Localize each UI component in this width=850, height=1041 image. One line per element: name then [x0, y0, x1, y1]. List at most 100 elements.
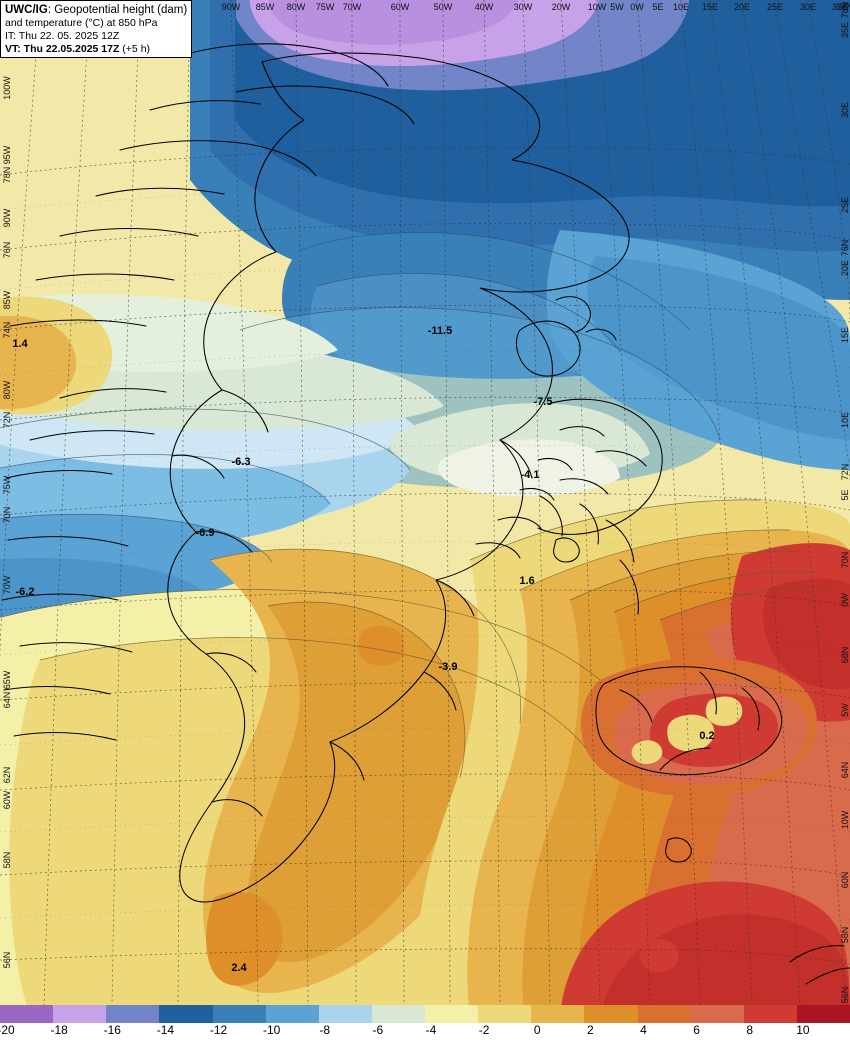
graticule-label-left: 64N [2, 691, 12, 709]
model-source-label: UWC/IG [5, 4, 48, 16]
temperature-value-label: 1.4 [12, 338, 28, 350]
colorbar-segment [159, 1005, 213, 1023]
graticule-label-top: 75W [315, 2, 335, 12]
graticule-label-right: 72N [840, 463, 850, 481]
graticule-label-top: 25E [766, 2, 784, 12]
temperature-value-label: -6.3 [231, 456, 251, 468]
map-canvas[interactable]: -11.5 -7.5 -4.1 -6.3 -6.9 -6.2 1.4 1.6 -3.9 0.2 2.… [0, 0, 850, 1005]
graticule-label-right: 70N [840, 551, 850, 569]
graticule-label-top: 60W [390, 2, 410, 12]
colorbar-segment [531, 1005, 585, 1023]
graticule-label-right: 56N [840, 986, 850, 1004]
graticule-label-right: 64N [840, 761, 850, 779]
graticule-label-top: 85W [255, 2, 275, 12]
colorbar-tick-label: 8 [746, 1023, 754, 1037]
graticule-label-right: 78N [840, 1, 850, 19]
temperature-field [0, 0, 850, 1005]
graticule-label-top: 35E [831, 2, 849, 12]
graticule-label-top: 15E [701, 2, 719, 12]
temperature-value-label: -6.9 [195, 527, 215, 539]
graticule-label-top: 0W [630, 2, 644, 12]
graticule-label-top: 78N [836, 2, 850, 12]
graticule-label-left: 90W [2, 208, 12, 228]
graticule-label-right: 0W [840, 593, 850, 607]
temperature-value-label: -6.2 [15, 586, 35, 598]
colorbar-segment [796, 1005, 850, 1023]
graticule-label-top: 10W [587, 2, 607, 12]
graticule-label-left: 65W [2, 670, 12, 690]
graticule-label-left: 56N [2, 951, 12, 969]
colorbar-tick-label: -18 [50, 1023, 68, 1037]
colorbar-tick-label: -2 [478, 1023, 490, 1037]
colorbar-segment [743, 1005, 797, 1023]
colorbar-tick-label: -12 [209, 1023, 228, 1037]
temperature-value-label: -11.5 [427, 325, 453, 337]
graticule-label-top: 20W [551, 2, 571, 12]
colorbar-tick-label: -4 [425, 1023, 437, 1037]
title-line-2: and temperature (°C) at 850 hPa [5, 17, 158, 30]
graticule-label-top: 80W [286, 2, 306, 12]
graticule-label-right: 58N [840, 926, 850, 944]
colorbar-tick-label: 6 [693, 1023, 700, 1037]
graticule-label-left: 78N [2, 166, 12, 184]
graticule-label-left: 70W [2, 575, 12, 595]
colorbar-tick-label: -10 [262, 1023, 281, 1037]
colorbar-segment [690, 1005, 744, 1023]
colorbar-tick-label: 10 [796, 1023, 810, 1037]
graticule-label-right: 15E [840, 326, 850, 344]
colorbar-segment [53, 1005, 107, 1023]
valid-time-label: VT: Thu 22.05.2025 17Z (+5 h) [5, 43, 187, 56]
temperature-value-label: 1.6 [519, 575, 535, 587]
graticule-label-right: 35E [840, 21, 850, 39]
graticule-label-top: 40W [474, 2, 494, 12]
graticule-label-top: 20E [733, 2, 751, 12]
valid-time-value: VT: Thu 22.05.2025 17Z [5, 42, 120, 55]
colorbar-segment [212, 1005, 266, 1023]
forecast-hour-value: (+5 h) [119, 42, 151, 55]
graticule-label-top: 30E [799, 2, 817, 12]
title-line-1: UWC/IG: Geopotential height (dam) [5, 3, 187, 17]
graticule-label-top: 50W [433, 2, 453, 12]
colorbar-segment [478, 1005, 532, 1023]
colorbar-segment [106, 1005, 160, 1023]
colorbar-segment [425, 1005, 479, 1023]
colorbar-tick-label: 4 [640, 1023, 647, 1037]
colorbar-segment [584, 1005, 638, 1023]
graticule-label-top: 30W [513, 2, 533, 12]
colorbar-tick-label: -8 [319, 1023, 331, 1037]
graticule-label-left: 95W [2, 145, 12, 165]
colorbar-tick-label: -16 [103, 1023, 121, 1037]
graticule-label-right: 10W [840, 810, 850, 830]
graticule-label-left: 100W [2, 76, 12, 100]
graticule-label-right: 60N [840, 871, 850, 889]
colorbar-segment [637, 1005, 691, 1023]
colorbar-tick-label: -14 [156, 1023, 175, 1037]
graticule-label-right: 30E [840, 101, 850, 119]
temperature-value-label: -3.9 [438, 661, 458, 673]
graticule-label-left: 58N [2, 851, 12, 869]
graticule-label-top: 70W [342, 2, 362, 12]
graticule-label-right: 20E [840, 259, 850, 277]
graticule-label-left: 75W [2, 475, 12, 495]
graticule-label-left: 70N [2, 506, 12, 524]
title-line-1-rest: : Geopotential height (dam) [47, 4, 188, 16]
graticule-label-right: 5W [840, 703, 850, 717]
init-time-label: IT: Thu 22. 05. 2025 12Z [5, 29, 120, 42]
colorbar-tick-label: 0 [533, 1023, 541, 1037]
colorbar-tick-label: 2 [587, 1023, 594, 1037]
temperature-value-label: -7.5 [533, 396, 553, 408]
colorbar-segment [318, 1005, 372, 1023]
graticule-label-left: 72N [2, 411, 12, 429]
graticule-label-top: 90W [221, 2, 241, 12]
graticule-label-top: 5E [652, 2, 664, 12]
temperature-value-label: 0.2 [699, 730, 715, 742]
colorbar-strip[interactable] [0, 1005, 850, 1023]
graticule-label-right: 10E [840, 411, 850, 429]
graticule-label-left: 62N [2, 766, 12, 784]
colorbar-tick-label: -6 [372, 1023, 384, 1037]
temperature-value-label: -4.1 [520, 469, 540, 481]
chart-title-card: UWC/IG: Geopotential height (dam) and te… [0, 0, 193, 59]
